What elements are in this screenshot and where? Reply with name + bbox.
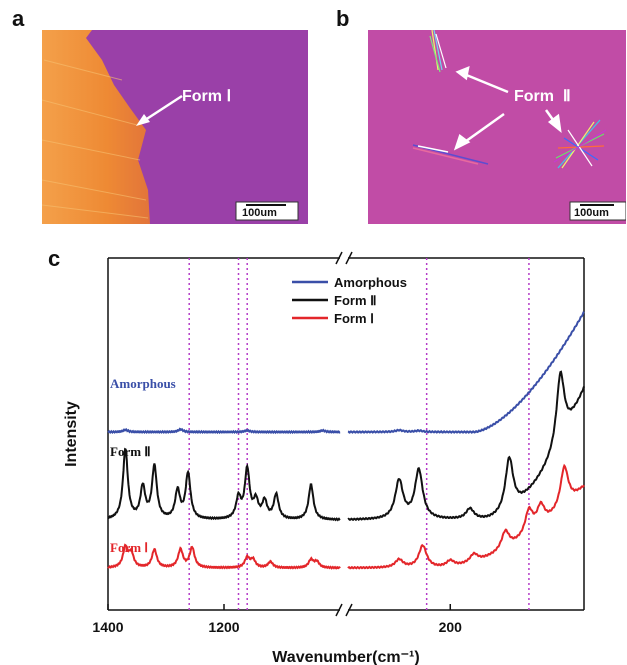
- form2-crystal-right: [553, 119, 607, 169]
- spectrum-line-right-2: [347, 463, 585, 570]
- form2-annotation: Form Ⅱ: [514, 88, 571, 105]
- form2-arrow-1: [463, 72, 509, 94]
- micrograph-b: Form Ⅱ 100um: [368, 30, 626, 224]
- form1-arrow-head: [136, 114, 150, 126]
- series-label: Amorphous: [110, 376, 176, 391]
- plot-area: 1400 1200 200 Wavenumber(cm⁻¹) Intensity Amor…: [63, 251, 585, 665]
- axis-break-mark: [345, 251, 353, 265]
- spectrum-line-right-1: [347, 370, 585, 522]
- scale-bar-b-box: [569, 201, 626, 221]
- scale-bar-a-label: 100um: [242, 207, 277, 219]
- legend-entry: Amorphous: [334, 275, 407, 290]
- axis-break-mark: [335, 603, 343, 617]
- scale-bar-b-label: 100um: [574, 207, 609, 219]
- axis-break-mark: [335, 251, 343, 265]
- spectrum-line-left-2: [107, 543, 341, 570]
- x-tick-label: 1400: [92, 619, 123, 635]
- legend-entry: Form Ⅱ: [334, 293, 377, 308]
- axis-break-mark: [345, 603, 353, 617]
- x-tick-label: 1200: [208, 619, 239, 635]
- spectrum-line-left-0: [107, 427, 341, 435]
- form1-annotation: Form Ⅰ: [182, 88, 232, 105]
- series-label: Form Ⅰ: [110, 540, 148, 555]
- x-tick-label: 200: [439, 619, 463, 635]
- form2-arrow-2: [461, 112, 505, 146]
- x-axis-label: Wavenumber(cm⁻¹): [272, 649, 419, 665]
- spectrum-line-right-0: [347, 311, 585, 434]
- series-label: Form Ⅱ: [110, 444, 151, 459]
- form2-crystal-top: [429, 30, 447, 73]
- form1-arrow: [141, 94, 183, 124]
- micrograph-b-background: [368, 30, 626, 224]
- legend-entry: Form Ⅰ: [334, 311, 374, 326]
- panel-b-letter: b: [336, 6, 350, 31]
- y-axis-label: Intensity: [63, 401, 80, 467]
- spectrum-line-left-1: [107, 447, 341, 522]
- scale-bar-a-box: [235, 201, 299, 221]
- panel-a-letter: a: [12, 6, 25, 31]
- micrograph-a: Form Ⅰ 100um: [42, 30, 308, 224]
- panel-c-letter: c: [48, 246, 61, 271]
- form2-crystal-left: [412, 144, 489, 165]
- form1-crystal: [42, 30, 150, 224]
